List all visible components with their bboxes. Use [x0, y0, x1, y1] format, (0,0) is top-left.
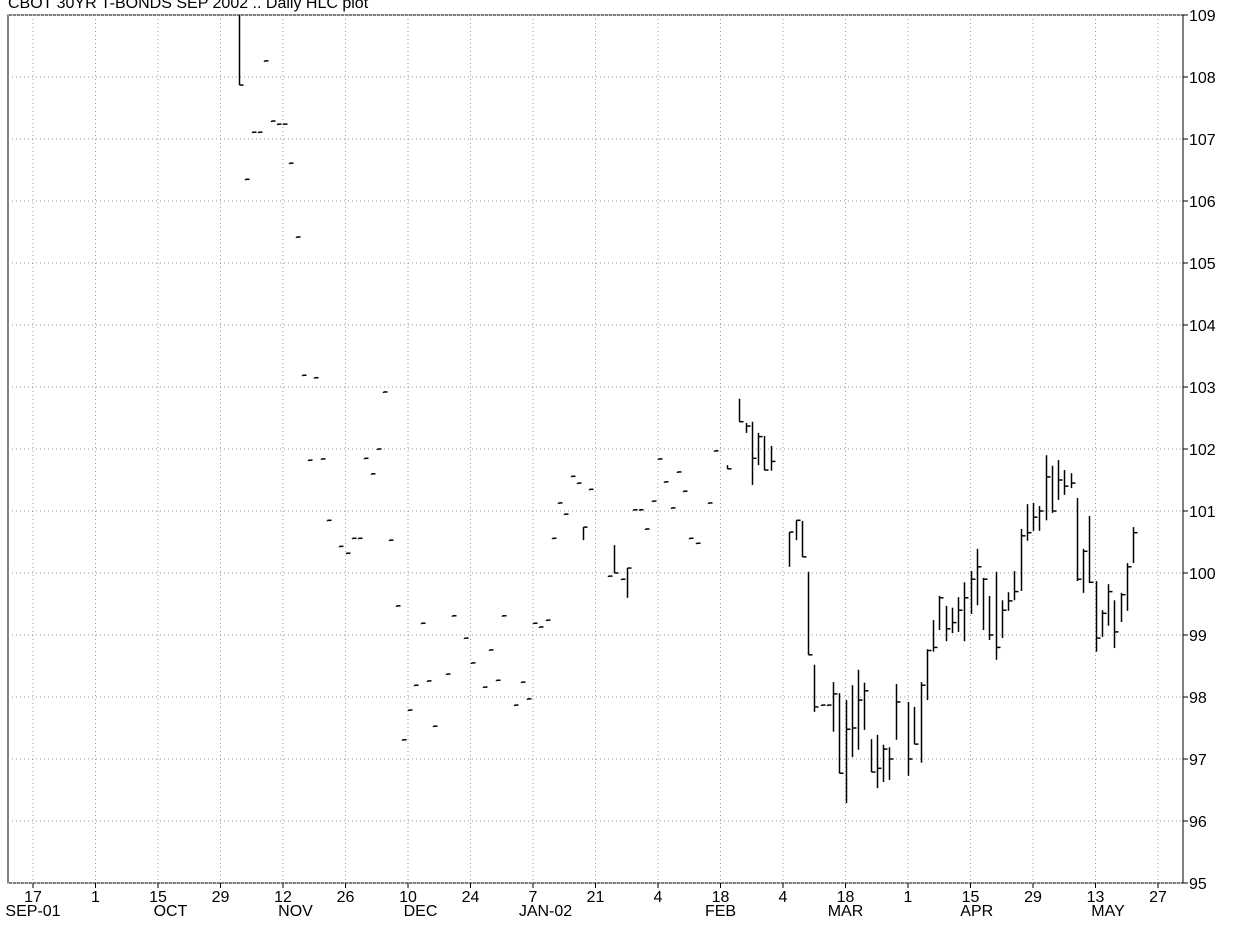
x-tick-label: 1	[904, 889, 913, 906]
y-tick-label: 106	[1189, 194, 1216, 211]
x-tick-label: 13	[1087, 889, 1105, 906]
x-tick-label: 21	[587, 889, 605, 906]
x-tick-label: 10	[399, 889, 417, 906]
x-month-label: APR	[960, 903, 993, 920]
x-tick-label: 17	[24, 889, 42, 906]
x-tick-label: 1	[91, 889, 100, 906]
y-tick-label: 98	[1189, 690, 1207, 707]
x-tick-label: 27	[1149, 889, 1167, 906]
x-tick-label: 29	[1024, 889, 1042, 906]
x-month-label: FEB	[705, 903, 736, 920]
x-tick-label: 7	[529, 889, 538, 906]
y-tick-label: 104	[1189, 318, 1216, 335]
x-month-label: NOV	[278, 903, 313, 920]
x-tick-label: 24	[462, 889, 480, 906]
x-month-label: MAY	[1091, 903, 1125, 920]
y-tick-label: 99	[1189, 628, 1207, 645]
y-tick-label: 100	[1189, 566, 1216, 583]
x-month-label: MAR	[828, 903, 864, 920]
x-tick-label: 15	[962, 889, 980, 906]
x-tick-label: 18	[837, 889, 855, 906]
x-month-label: DEC	[404, 903, 438, 920]
y-tick-label: 103	[1189, 380, 1216, 397]
y-tick-label: 107	[1189, 132, 1216, 149]
x-tick-label: 26	[337, 889, 355, 906]
y-tick-label: 101	[1189, 504, 1216, 521]
y-tick-label: 97	[1189, 752, 1207, 769]
chart-title: CBOT 30YR T-BONDS SEP 2002 .. Daily HLC …	[8, 0, 369, 12]
x-tick-label: 4	[654, 889, 663, 906]
x-month-label: OCT	[154, 903, 188, 920]
x-tick-label: 4	[779, 889, 788, 906]
x-month-label: JAN-02	[519, 903, 572, 920]
y-tick-label: 102	[1189, 442, 1216, 459]
x-tick-label: 12	[274, 889, 292, 906]
x-tick-label: 18	[712, 889, 730, 906]
y-tick-label: 95	[1189, 876, 1207, 893]
y-tick-label: 96	[1189, 814, 1207, 831]
x-tick-label: 29	[212, 889, 230, 906]
y-tick-label: 108	[1189, 70, 1216, 87]
x-month-label: SEP-01	[5, 903, 60, 920]
x-tick-label: 15	[149, 889, 167, 906]
y-tick-label: 105	[1189, 256, 1216, 273]
y-tick-label: 109	[1189, 8, 1216, 25]
